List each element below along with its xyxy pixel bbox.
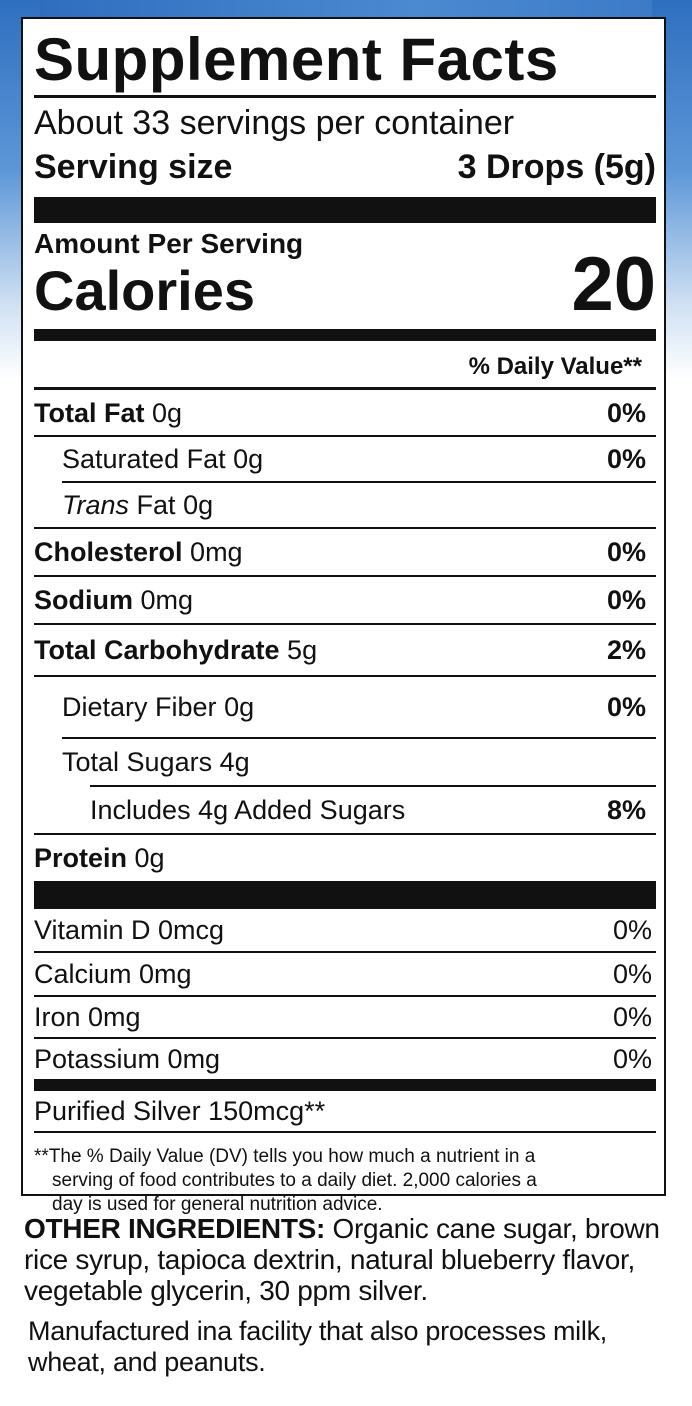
daily-value-footnote: **The % Daily Value (DV) tells you how m… [34,1145,656,1217]
nutrient-text: Dietary Fiber 0g [62,692,254,723]
vitamin-dv: 0% [612,958,652,989]
nutrient-amount: 0mg [190,536,243,567]
divider [34,1131,656,1133]
nutrient-name-suffix: Fat [136,489,176,520]
divider [62,737,656,739]
calories-label: Calories [34,259,255,322]
nutrient-amount: 0g [183,489,214,520]
nutrient-row-dietary-fiber: Dietary Fiber 0g 0% [34,677,656,737]
nutrient-amount: 4g [219,746,250,777]
serving-size-value: 3 Drops (5g) [457,148,656,186]
serving-size-row: Serving size 3 Drops (5g) [34,146,656,188]
calories-row: Calories 20 [34,245,656,331]
nutrient-row-cholesterol: Cholesterol 0mg 0% [34,529,656,575]
nutrient-amount: 0g [152,397,183,428]
panel-title: Supplement Facts [34,26,559,93]
nutrient-dv: 0% [606,397,646,428]
nutrient-text: Trans Fat 0g [62,490,213,521]
vitamin-row-calcium: Calcium 0mg 0% [34,953,656,995]
calories-value: 20 [571,242,656,327]
daily-value-header: % Daily Value** [468,353,642,380]
divider [34,623,656,625]
medium-divider [34,1079,656,1091]
amount-per-serving: Amount Per Serving [34,228,304,259]
divider [62,481,656,483]
nutrient-dv: 0% [606,691,646,722]
other-nutrient-text: Purified Silver 150mcg** [34,1095,326,1126]
nutrient-row-sodium: Sodium 0mg 0% [34,577,656,623]
nutrient-row-trans-fat: Trans Fat 0g [34,483,656,527]
supplement-facts-panel: Supplement Facts About 33 servings per c… [21,17,666,1215]
nutrient-text: Sodium 0mg [34,585,193,616]
vitamin-row-vitamin-d: Vitamin D 0mcg 0% [34,909,656,951]
nutrient-name: Total Carbohydrate [34,634,280,665]
footnote-line: **The % Daily Value (DV) tells you how m… [34,1146,536,1167]
nutrient-amount: 5g [287,634,318,665]
footnote-line: day is used for general nutrition advice… [52,1194,383,1215]
nutrient-row-added-sugars: Includes 4g Added Sugars 8% [34,787,656,833]
nutrient-name: Trans [62,489,130,520]
other-nutrient-row: Purified Silver 150mcg** [34,1091,656,1131]
nutrient-dv: 0% [606,536,646,567]
medium-divider [34,329,656,341]
nutrient-name: Cholesterol [34,536,183,567]
divider [34,995,656,997]
nutrient-name: Sodium [34,584,133,615]
footnote-line: serving of food contributes to a daily d… [52,1170,537,1191]
nutrient-dv: 2% [606,634,646,665]
nutrient-text: Total Sugars 4g [62,747,250,778]
vitamin-text: Iron 0mg [34,1001,141,1032]
nutrient-text: Cholesterol 0mg [34,537,243,568]
nutrient-text: Total Carbohydrate 5g [34,635,317,666]
other-ingredients: OTHER INGREDIENTS: Organic cane sugar, b… [24,1213,674,1306]
divider [34,435,656,437]
vitamin-text: Potassium 0mg [34,1043,221,1074]
nutrient-amount: 0mg [140,584,194,615]
nutrient-dv: 0% [606,443,646,474]
nutrient-name: Protein [34,842,128,873]
nutrient-amount: 0g [134,842,165,873]
thick-divider [34,881,656,909]
nutrient-row-protein: Protein 0g [34,835,656,881]
vitamin-row-iron: Iron 0mg 0% [34,997,656,1037]
nutrient-dv: 8% [606,794,646,825]
divider [34,833,656,835]
vitamin-dv: 0% [612,1001,652,1032]
nutrient-name: Total Sugars [62,746,213,777]
nutrient-text: Total Fat 0g [34,398,182,429]
other-ingredients-label: OTHER INGREDIENTS: [24,1213,326,1244]
nutrient-row-total-fat: Total Fat 0g 0% [34,391,656,435]
nutrient-name: Dietary Fiber [62,691,217,722]
nutrient-text: Protein 0g [34,843,165,874]
allergen-note: Manufactured ina facility that also proc… [28,1316,607,1377]
nutrient-text: Saturated Fat 0g [62,444,263,475]
thick-divider [34,197,656,223]
vitamin-dv: 0% [612,1043,652,1074]
divider [34,387,656,390]
nutrient-row-total-carbohydrate: Total Carbohydrate 5g 2% [34,625,656,675]
vitamin-text: Vitamin D 0mcg [34,914,225,945]
nutrient-text: Includes 4g Added Sugars [90,795,405,826]
divider [34,95,656,98]
divider [34,675,656,677]
vitamin-text: Calcium 0mg [34,958,192,989]
servings-per-container: About 33 servings per container [34,104,515,142]
nutrient-dv: 0% [606,584,646,615]
divider [34,951,656,953]
other-ingredients-text: Organic cane sugar, brown rice syrup, ta… [24,1213,660,1306]
divider [34,527,656,529]
nutrient-row-saturated-fat: Saturated Fat 0g 0% [34,437,656,481]
nutrient-row-total-sugars: Total Sugars 4g [34,739,656,785]
nutrient-name: Total Fat [34,397,145,428]
divider [90,785,656,787]
nutrient-name: Saturated Fat [62,443,226,474]
divider [34,575,656,577]
nutrient-name: Includes 4g Added Sugars [90,794,406,825]
serving-size-label: Serving size [34,148,233,186]
vitamin-row-potassium: Potassium 0mg 0% [34,1039,656,1079]
divider [34,1037,656,1039]
nutrient-amount: 0g [224,691,255,722]
nutrient-amount: 0g [233,443,264,474]
vitamin-dv: 0% [612,914,652,945]
